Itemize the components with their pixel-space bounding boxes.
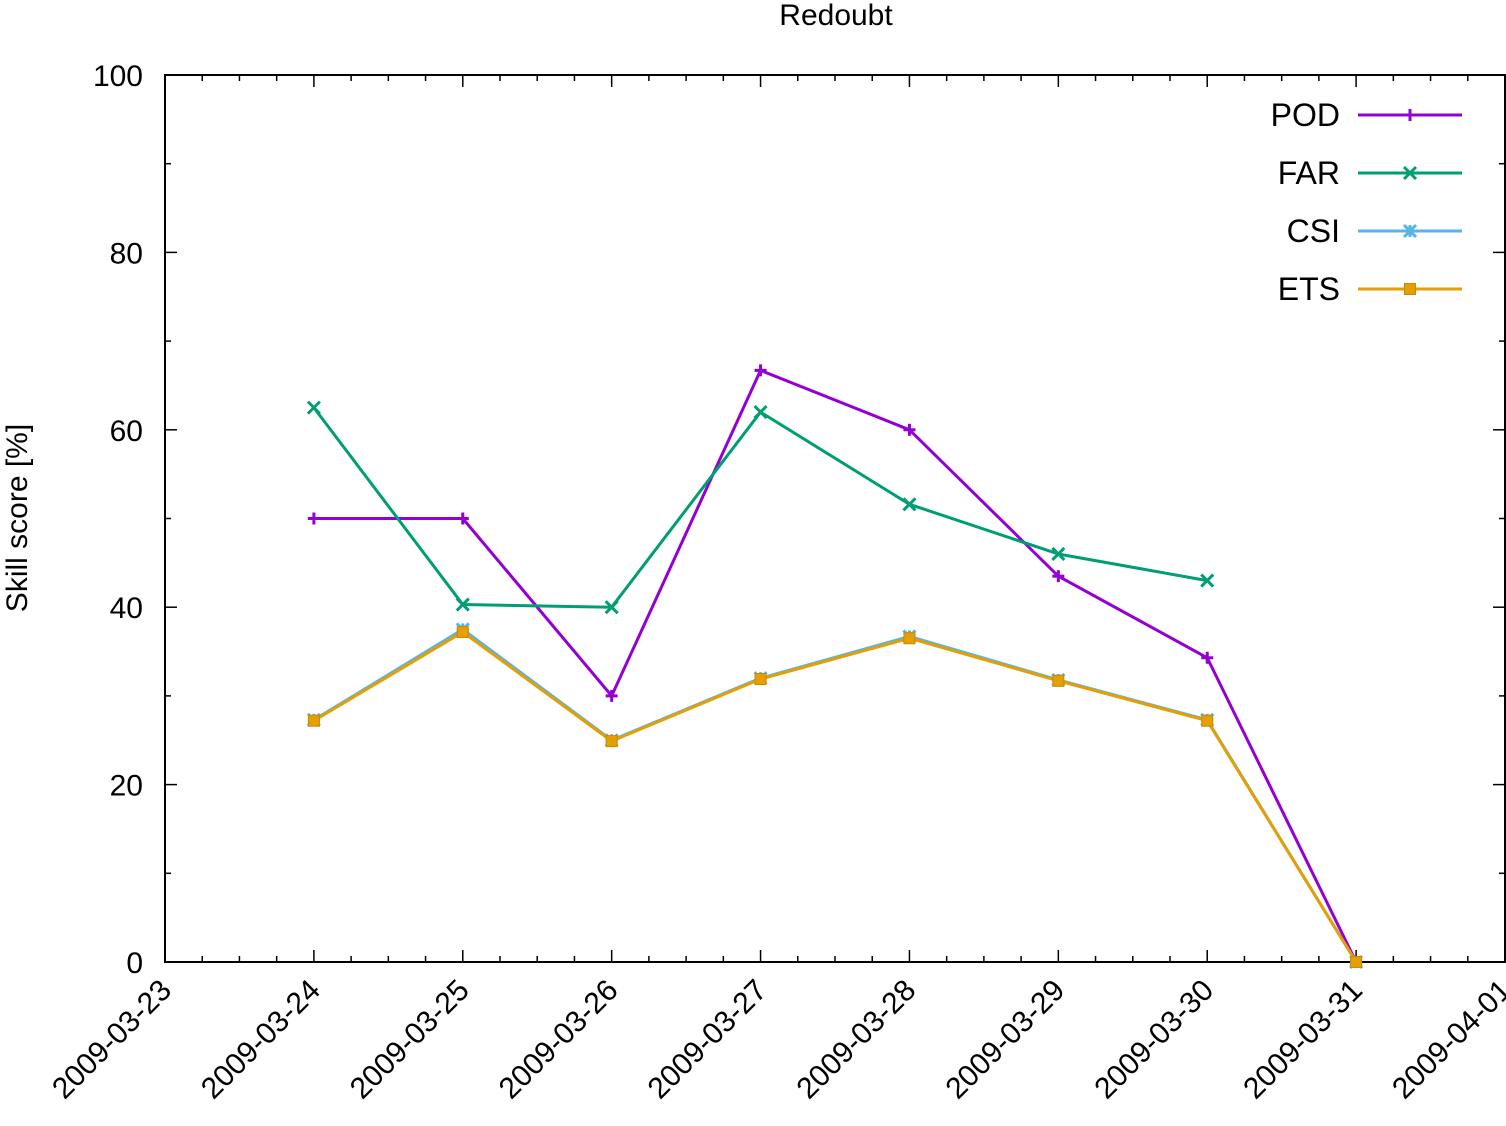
legend: POD FAR CSI ETS [1271, 97, 1462, 307]
x-tick-label: 2009-03-31 [1237, 974, 1369, 1106]
data-point-far [604, 600, 619, 615]
y-tick-label: 60 [110, 415, 143, 448]
y-tick-label: 0 [126, 947, 143, 980]
y-axis-label: Skill score [%] [1, 424, 34, 612]
data-point-pod [605, 689, 618, 702]
y-axis: 0 20 40 60 80 100 [93, 60, 1505, 980]
x-tick-label: 2009-03-28 [791, 974, 923, 1106]
y-tick-label: 100 [93, 60, 143, 93]
x-tick-label: 2009-04-01 [1386, 974, 1506, 1106]
x-tick-label: 2009-03-26 [493, 974, 625, 1106]
series-line-csi [313, 627, 1358, 963]
y-tick-label: 40 [110, 592, 143, 625]
legend-label-csi: CSI [1287, 213, 1340, 249]
x-tick-label: 2009-03-30 [1088, 974, 1220, 1106]
x-tick-label: 2009-03-23 [46, 974, 178, 1106]
legend-label-ets: ETS [1278, 271, 1340, 307]
series-line-pod [313, 368, 1358, 963]
series-line-far [312, 406, 1208, 609]
x-tick-label: 2009-03-25 [344, 974, 476, 1106]
series-layer [306, 364, 1364, 970]
legend-label-pod: POD [1271, 97, 1340, 133]
data-point-ets [456, 626, 469, 639]
data-point-pod [754, 364, 767, 377]
x-tick-label: 2009-03-27 [642, 974, 774, 1106]
data-point-ets [307, 714, 320, 727]
data-point-far [1200, 573, 1215, 588]
legend-marker-csi [1402, 223, 1418, 239]
data-point-ets [1052, 674, 1065, 687]
data-point-pod [903, 423, 916, 436]
legend-marker-pod [1404, 109, 1416, 121]
x-tick-label: 2009-03-24 [195, 974, 327, 1106]
data-point-far [306, 400, 321, 415]
data-point-far [753, 404, 768, 420]
data-point-far [1051, 546, 1066, 562]
data-point-ets [903, 632, 916, 645]
data-point-pod [1052, 570, 1065, 583]
data-point-pod [307, 512, 320, 525]
data-point-ets [605, 735, 618, 748]
data-point-far [902, 497, 917, 512]
y-tick-label: 80 [110, 237, 143, 270]
data-point-ets [754, 673, 767, 686]
data-point-far [455, 597, 470, 612]
legend-marker-far [1402, 165, 1418, 181]
chart-title: Redoubt [779, 0, 893, 32]
legend-label-far: FAR [1278, 155, 1340, 191]
series-line-ets [313, 630, 1358, 963]
x-tick-label: 2009-03-29 [939, 974, 1071, 1106]
data-point-ets [1201, 714, 1214, 727]
data-point-ets [1350, 956, 1363, 968]
data-point-pod [1201, 651, 1214, 664]
legend-marker-ets [1404, 283, 1416, 295]
data-point-pod [456, 512, 469, 525]
y-tick-label: 20 [110, 770, 143, 803]
